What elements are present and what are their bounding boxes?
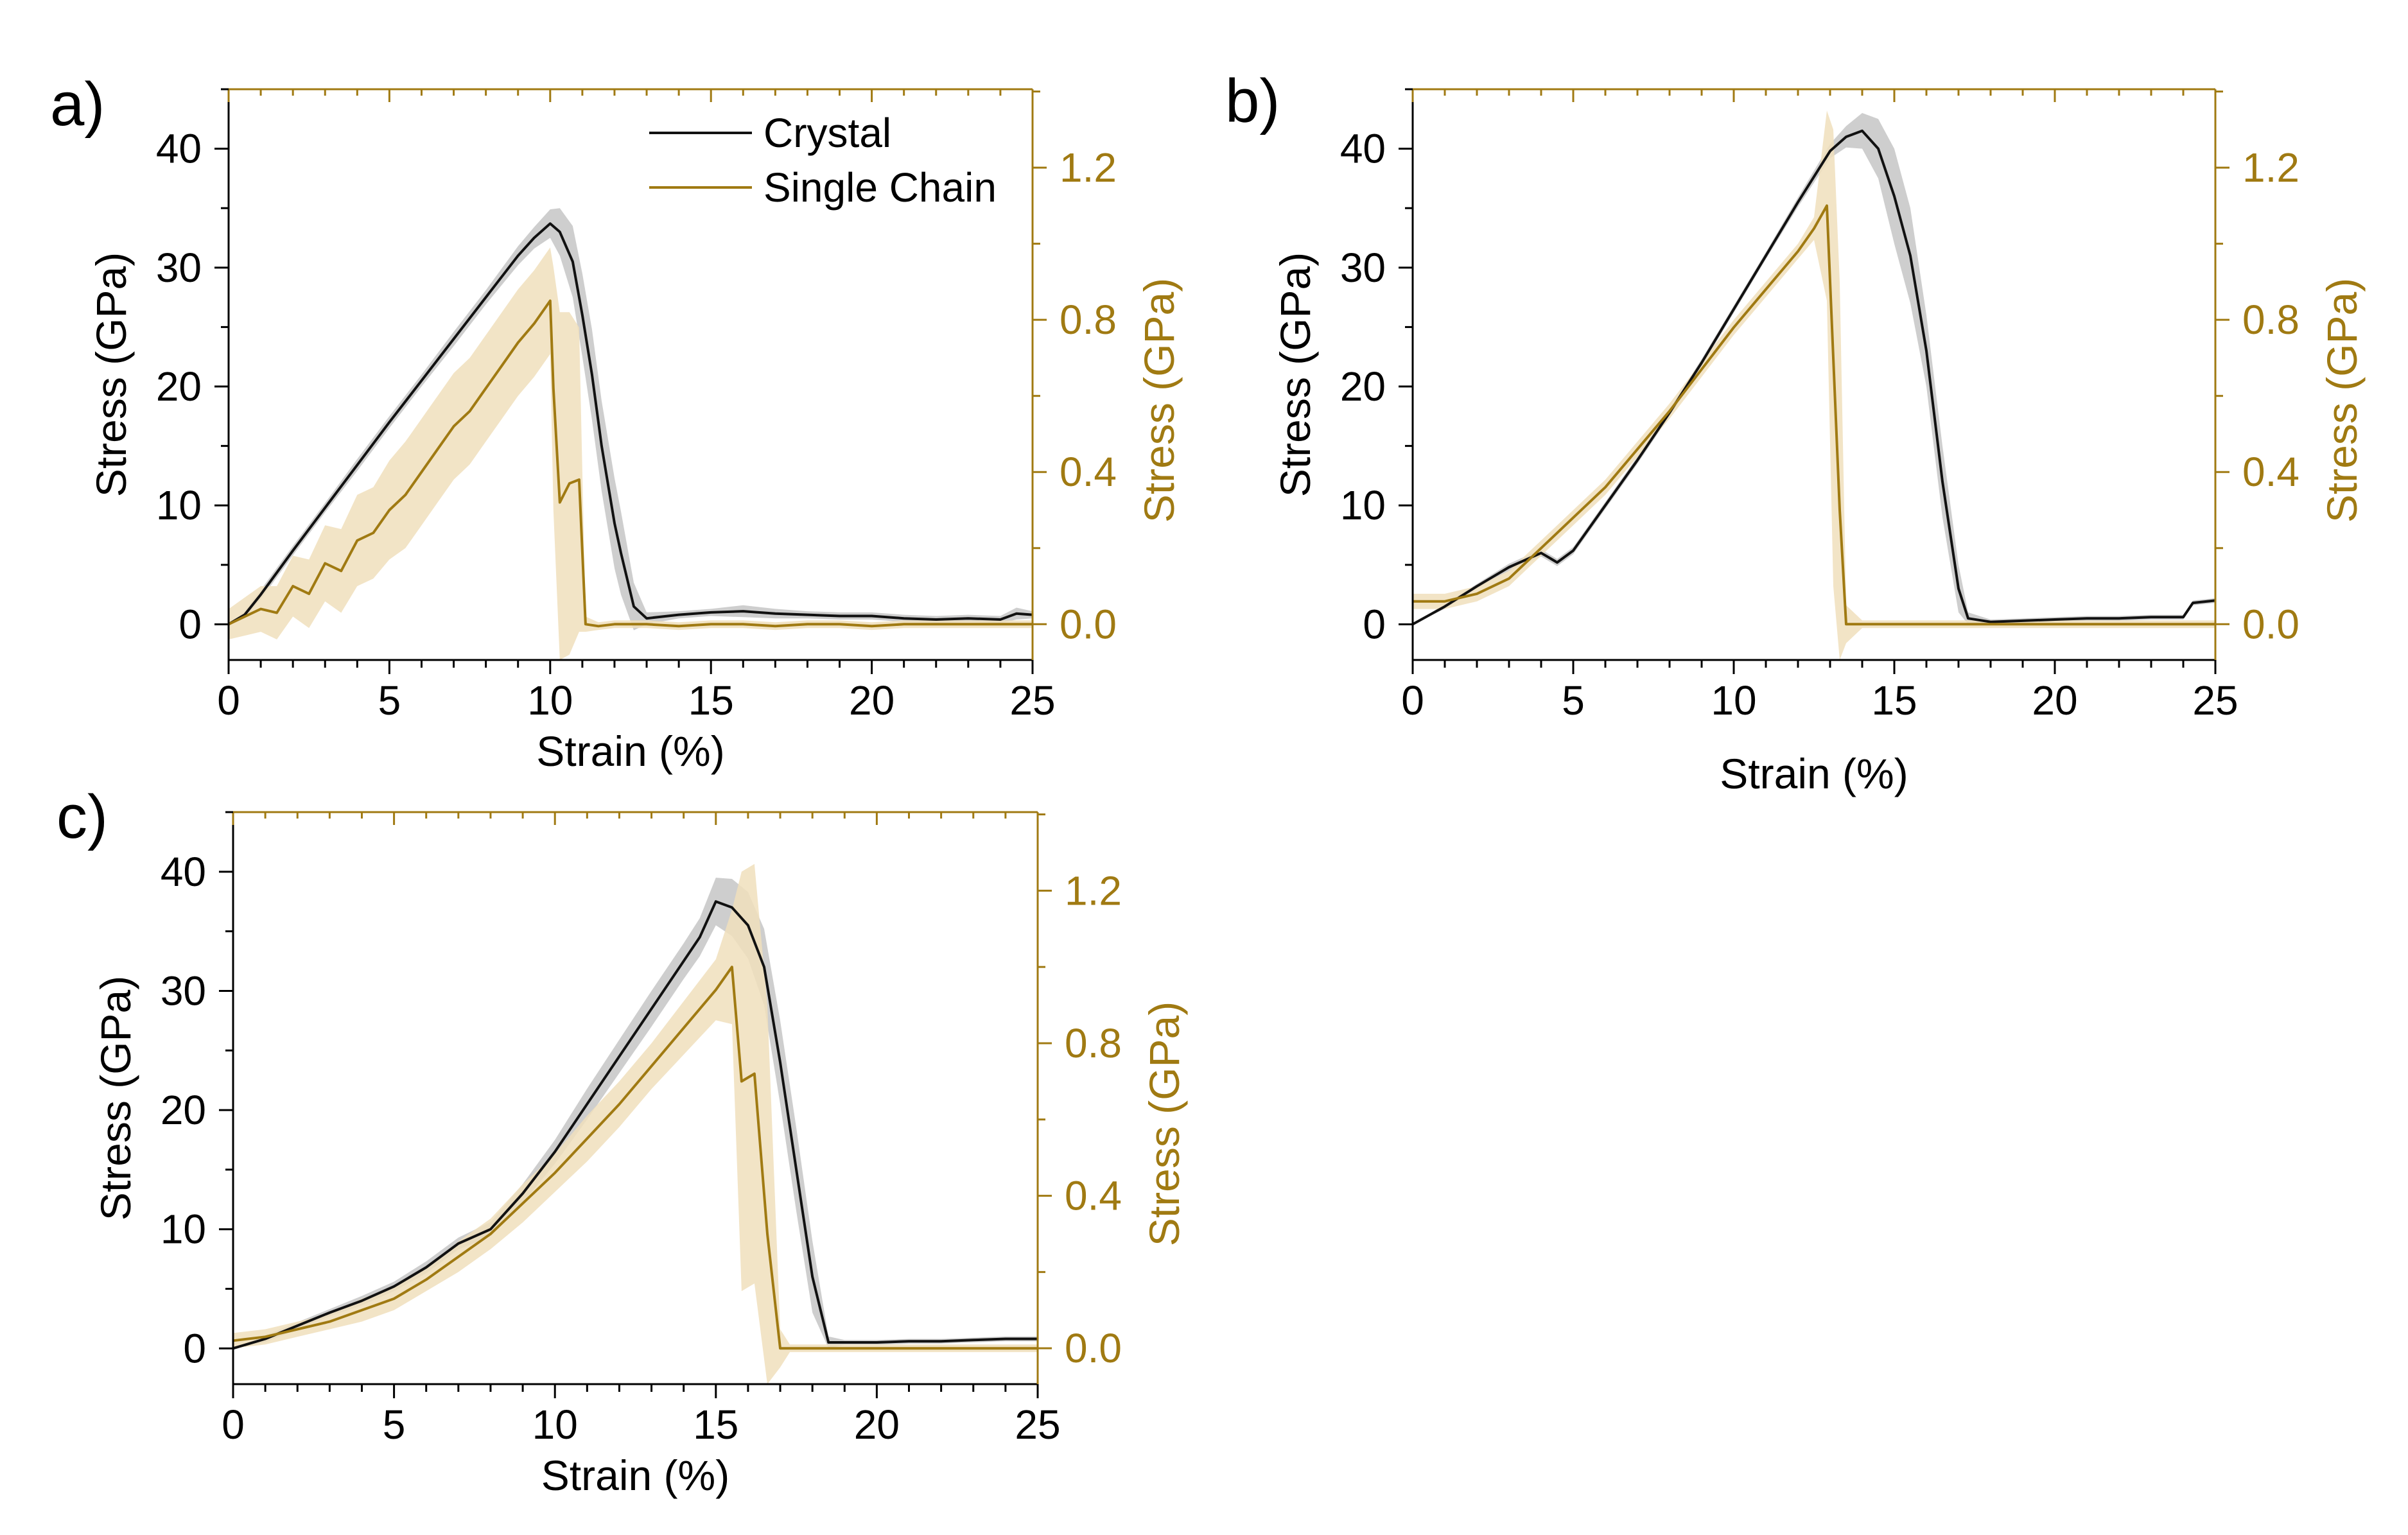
panel-a: 0 5 10 15 20 25 0 10 20 30 40 0.0 0.4 0.8 1.2 a) Strai… — [50, 70, 1183, 775]
x-tick-label: 15 — [688, 677, 734, 724]
y-right-tick-label: 0.0 — [1060, 601, 1117, 647]
x-tick-label: 10 — [1711, 677, 1756, 724]
y-right-tick-label: 0.0 — [2242, 601, 2299, 647]
x-tick-label: 0 — [217, 677, 240, 724]
y-axis-title-left: Stress (GPa) — [1271, 252, 1319, 497]
crystal-series-line — [227, 222, 1033, 626]
y-left-tick-label: 40 — [161, 849, 206, 895]
legend-label-single-chain: Single Chain — [763, 164, 997, 211]
y-left-tick-label: 30 — [1340, 245, 1386, 291]
x-tick-label: 15 — [1871, 677, 1917, 724]
x-tick-label: 10 — [532, 1401, 578, 1448]
y-left-tick-label: 20 — [161, 1087, 206, 1133]
x-axis-title: Strain (%) — [541, 1452, 729, 1499]
y-right-tick-label: 0.0 — [1065, 1325, 1122, 1371]
crystal-deviation-band — [229, 208, 1033, 630]
y-right-tick-label: 1.2 — [1065, 867, 1122, 914]
single-chain-deviation-band — [229, 247, 1033, 660]
y-right-tick-label: 1.2 — [1060, 144, 1117, 191]
panel-b: 0 5 10 15 20 25 0 10 20 30 40 0.0 0.4 0.8 1.2 b) Strai… — [1225, 67, 2366, 797]
x-tick-label: 5 — [383, 1401, 406, 1448]
single-chain-deviation-band — [1413, 110, 2215, 660]
x-tick-label: 5 — [1562, 677, 1585, 724]
y-axis-title-right: Stress (GPa) — [2318, 278, 2366, 523]
y-right-tick-label: 0.8 — [1065, 1020, 1122, 1066]
x-tick-label: 20 — [854, 1401, 900, 1448]
x-tick-label: 0 — [1401, 677, 1424, 724]
y-left-tick-label: 10 — [161, 1206, 206, 1253]
panel-label: c) — [57, 783, 108, 851]
x-tick-label: 0 — [222, 1401, 245, 1448]
x-tick-label: 15 — [693, 1401, 738, 1448]
panel-label: b) — [1225, 67, 1280, 135]
x-tick-label: 10 — [527, 677, 573, 724]
x-axis-title: Strain (%) — [1720, 750, 1908, 797]
y-left-tick-label: 0 — [1363, 601, 1386, 647]
y-right-tick-label: 0.8 — [1060, 297, 1117, 343]
y-left-tick-label: 0 — [183, 1325, 206, 1371]
y-right-tick-label: 0.4 — [1065, 1173, 1122, 1219]
y-left-tick-label: 0 — [179, 601, 202, 647]
y-right-tick-label: 1.2 — [2242, 144, 2299, 191]
panel-c: 0 5 10 15 20 25 0 10 20 30 40 0.0 0.4 0.8 1.2 c) Strai… — [57, 783, 1188, 1499]
x-tick-label: 25 — [1015, 1401, 1060, 1448]
y-axis-title-right: Stress (GPa) — [1135, 278, 1183, 523]
y-axis-title-left: Stress (GPa) — [87, 252, 135, 497]
x-tick-label: 25 — [1009, 677, 1055, 724]
legend-label-crystal: Crystal — [763, 110, 891, 156]
y-left-tick-label: 10 — [1340, 482, 1386, 528]
single-chain-deviation-band — [233, 863, 1038, 1384]
x-tick-label: 25 — [2192, 677, 2238, 724]
x-axis-title: Strain (%) — [536, 727, 724, 775]
x-tick-label: 20 — [849, 677, 894, 724]
y-left-tick-label: 30 — [161, 967, 206, 1014]
y-axis-title-right: Stress (GPa) — [1140, 1002, 1188, 1246]
single-chain-series-line — [232, 966, 1038, 1350]
legend: Crystal Single Chain — [649, 110, 997, 211]
y-left-tick-label: 20 — [1340, 363, 1386, 410]
y-left-tick-label: 10 — [156, 482, 202, 528]
single-chain-series-line — [228, 299, 1033, 628]
y-right-tick-label: 0.8 — [2242, 297, 2299, 343]
y-right-tick-label: 0.4 — [1060, 449, 1117, 495]
y-right-tick-label: 0.4 — [2242, 449, 2299, 495]
y-left-tick-label: 40 — [1340, 126, 1386, 172]
y-left-tick-label: 40 — [156, 126, 202, 172]
crystal-deviation-band — [1413, 113, 2215, 625]
x-tick-label: 20 — [2032, 677, 2077, 724]
y-left-tick-label: 20 — [156, 363, 202, 410]
y-axis-title-left: Stress (GPa) — [92, 976, 139, 1220]
panel-label: a) — [50, 70, 105, 139]
single-chain-series-line — [1413, 204, 2215, 626]
x-tick-label: 5 — [378, 677, 401, 724]
y-left-tick-label: 30 — [156, 245, 202, 291]
crystal-series-line — [232, 900, 1038, 1350]
crystal-series-line — [1412, 129, 2216, 626]
